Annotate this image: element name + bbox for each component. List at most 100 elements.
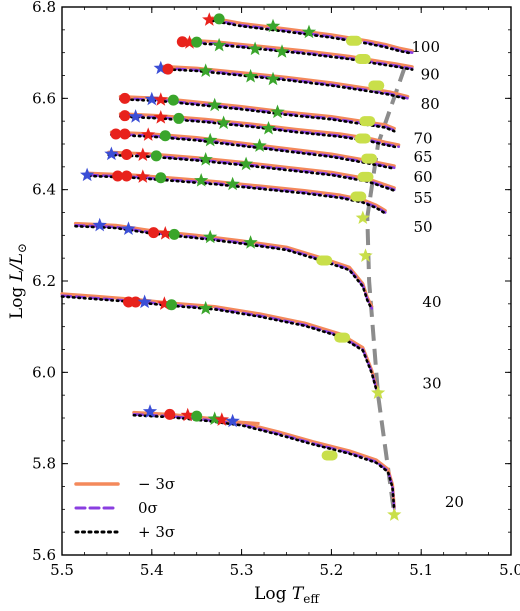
star-marker <box>261 121 276 135</box>
pill-marker <box>334 332 351 343</box>
x-tick-label: 5.2 <box>319 561 343 579</box>
circle-marker <box>168 228 180 240</box>
star-marker <box>144 91 159 106</box>
pill-marker <box>316 255 333 266</box>
star-marker <box>198 63 213 77</box>
star-marker <box>153 60 168 75</box>
mass-label-100: 100 <box>411 38 440 56</box>
pill-marker <box>354 133 371 144</box>
star-marker <box>137 294 152 309</box>
tams-line <box>365 65 407 515</box>
star-marker <box>225 413 240 428</box>
track-plus3sigma-50 <box>87 174 387 215</box>
star-marker <box>92 217 107 232</box>
star-marker <box>153 110 168 124</box>
tracks-group <box>60 16 414 512</box>
circle-marker <box>213 13 225 25</box>
y-tick-label: 6.4 <box>32 181 56 199</box>
star-marker <box>265 18 281 33</box>
circle-marker <box>130 296 142 308</box>
y-tick-label: 5.8 <box>32 455 56 473</box>
star-marker <box>207 97 222 112</box>
circle-marker <box>162 63 174 75</box>
y-tick-label: 6.8 <box>32 0 56 16</box>
star-marker <box>203 132 218 147</box>
star-marker <box>239 156 254 171</box>
plot-frame <box>61 6 512 556</box>
star-marker <box>142 404 158 418</box>
circle-marker <box>191 36 203 48</box>
circle-marker <box>110 128 122 140</box>
star-marker <box>212 37 227 52</box>
pill-marker <box>350 191 367 202</box>
star-marker <box>141 127 156 141</box>
y-tick-label: 5.6 <box>32 546 56 564</box>
star-marker <box>247 41 263 56</box>
x-tick-label: 5.3 <box>230 561 254 579</box>
track-0sigma-40 <box>74 223 374 310</box>
mass-label-40: 40 <box>422 293 441 311</box>
circle-marker <box>164 408 176 420</box>
star-marker <box>158 226 173 240</box>
star-marker <box>202 12 217 26</box>
y-tick-label: 6.0 <box>32 363 56 381</box>
circle-marker <box>173 112 185 124</box>
star-marker <box>121 221 136 235</box>
star-marker <box>355 210 370 224</box>
track-minus3sigma-50 <box>87 171 387 213</box>
circle-marker <box>166 299 178 311</box>
star-marker <box>371 385 386 399</box>
mass-label-30: 30 <box>422 374 441 392</box>
circle-marker <box>119 128 131 140</box>
star-marker <box>104 146 119 161</box>
circle-marker <box>176 36 188 48</box>
star-marker <box>180 407 195 422</box>
markers-group <box>80 12 402 521</box>
y-tick-label: 6.2 <box>32 272 56 290</box>
star-marker <box>216 115 231 130</box>
mass-label-90: 90 <box>421 66 440 84</box>
star-marker <box>252 138 267 152</box>
mass-label-65: 65 <box>413 148 432 166</box>
pill-marker <box>345 35 362 46</box>
star-marker <box>265 71 281 86</box>
star-marker <box>243 68 258 83</box>
star-marker <box>80 167 95 182</box>
circle-marker <box>159 130 171 142</box>
star-marker <box>198 300 213 315</box>
star-marker <box>153 92 168 106</box>
mass-label-55: 55 <box>413 189 432 207</box>
mass-label-80: 80 <box>421 95 440 113</box>
y-axis-label: Log L/L⊙ <box>7 243 29 319</box>
star-marker <box>270 104 285 119</box>
circle-marker <box>112 170 124 182</box>
mass-label-20: 20 <box>445 493 464 511</box>
pill-marker <box>357 171 374 182</box>
star-marker <box>243 235 258 249</box>
track-plus3sigma-40 <box>74 224 374 311</box>
star-marker <box>274 44 290 58</box>
track-plus3sigma-70 <box>119 97 396 133</box>
track-plus3sigma-80 <box>161 67 410 101</box>
star-marker <box>225 176 240 191</box>
pill-marker <box>354 54 371 65</box>
circle-marker <box>121 149 133 161</box>
y-tick-label: 6.6 <box>32 89 56 107</box>
track-minus3sigma-55 <box>107 150 396 190</box>
track-plus3sigma-55 <box>107 153 396 192</box>
plot-border <box>61 6 512 556</box>
pill-marker <box>361 153 378 164</box>
legend: − 3σ 0σ + 3σ <box>74 475 175 541</box>
legend-label: 0σ <box>138 499 158 517</box>
track-minus3sigma-90 <box>180 38 414 69</box>
mass-label-70: 70 <box>413 130 432 148</box>
star-marker <box>207 411 222 425</box>
star-marker <box>214 412 229 426</box>
mass-label-50: 50 <box>413 218 432 236</box>
star-marker <box>135 147 150 161</box>
track-minus3sigma-extra <box>232 420 260 425</box>
track-plus3sigma-30 <box>60 295 380 398</box>
x-tick-label: 5.1 <box>409 561 433 579</box>
